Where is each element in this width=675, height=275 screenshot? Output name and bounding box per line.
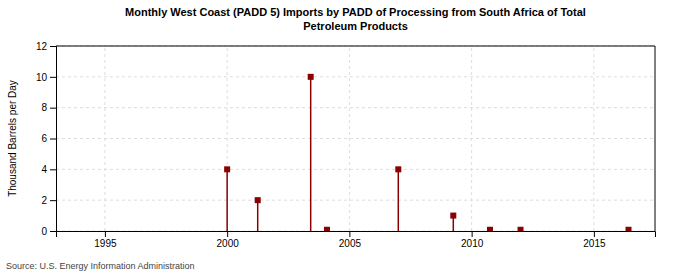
source-note: Source: U.S. Energy Information Administ…: [6, 261, 195, 271]
grid-line-y: [56, 200, 655, 201]
chart-svg: 1995 2000 2005 2010 2015 0 2 4 6 8 10 12 Monthly Wes…: [0, 0, 675, 275]
x-axis-line: [57, 232, 656, 238]
grid-line-y: [56, 76, 655, 77]
marker: [308, 74, 314, 80]
y-axis-tick: 8: [41, 102, 56, 113]
grid-line-x: [349, 46, 350, 231]
y-axis: 0 2 4 6 8 10 12: [36, 41, 57, 237]
x-axis-tick-label: 2005: [339, 238, 362, 249]
x-axis-tick-mark: [472, 231, 473, 237]
y-axis-tick: 0: [41, 226, 56, 237]
stem: [226, 169, 228, 231]
plot-frame: [56, 46, 655, 231]
title: Monthly West Coast (PADD 5) Imports by P…: [125, 6, 586, 32]
y-axis-tick-mark: [50, 77, 56, 78]
y-axis-tick-mark: [50, 139, 56, 140]
title-line: Monthly West Coast (PADD 5) Imports by P…: [125, 6, 586, 18]
x-axis-tick: 2010: [461, 231, 484, 249]
stem: [310, 77, 312, 231]
y-axis-tick-label: 12: [36, 41, 48, 52]
x-axis: 1995 2000 2005 2010 2015: [57, 231, 656, 249]
marker: [487, 227, 493, 231]
marker: [224, 166, 230, 172]
y-axis-title: Thousand Barrels per Day: [7, 80, 18, 197]
stem: [398, 169, 400, 231]
marker: [255, 197, 261, 203]
grid-line-y: [56, 46, 655, 47]
x-axis-tick-label: 2010: [461, 238, 484, 249]
frame-right: [655, 46, 656, 231]
y-axis-tick: 2: [41, 195, 56, 206]
x-axis-tick: 2005: [339, 231, 362, 249]
chart-container: 1995 2000 2005 2010 2015 0 2 4 6 8 10 12 Monthly Wes…: [0, 0, 675, 275]
grid-line-y: [56, 107, 655, 108]
x-axis-tick: 1995: [94, 231, 117, 249]
grid-line-x: [593, 46, 594, 231]
y-axis-tick-mark: [50, 200, 56, 201]
y-axis-tick-label: 0: [41, 226, 47, 237]
stem: [257, 200, 259, 231]
marker: [395, 166, 401, 172]
y-axis-line: [50, 47, 57, 232]
marker: [450, 213, 456, 219]
y-axis-tick: 6: [41, 133, 56, 144]
x-axis-tick-label: 1995: [94, 238, 117, 249]
grid-line-y: [56, 169, 655, 170]
marker: [626, 227, 632, 231]
y-axis-tick-label: 6: [41, 133, 47, 144]
x-axis-tick-mark: [594, 231, 595, 237]
y-axis-tick-mark: [50, 169, 56, 170]
y-axis-tick-label: 10: [36, 72, 48, 83]
y-axis-tick: 4: [41, 164, 56, 175]
x-axis-tick-mark: [227, 231, 228, 237]
marker: [518, 227, 524, 231]
x-axis-tick-mark: [349, 231, 350, 237]
grid-line-y: [56, 138, 655, 139]
y-axis-tick-label: 8: [41, 102, 47, 113]
y-axis-tick-mark: [50, 46, 56, 47]
y-axis-tick-label: 4: [41, 164, 47, 175]
y-axis-tick: 10: [36, 72, 56, 83]
plot-area: [224, 74, 631, 231]
x-axis-tick: 2000: [217, 231, 240, 249]
y-axis-tick-mark: [50, 108, 56, 109]
title-line: Petroleum Products: [303, 20, 408, 32]
marker: [324, 227, 330, 231]
x-axis-tick-label: 2015: [583, 238, 606, 249]
frame-top: [56, 46, 655, 47]
y-axis-tick-mark: [50, 231, 56, 232]
x-axis-tick-label: 2000: [217, 238, 240, 249]
grid: [56, 46, 655, 231]
y-axis-tick-label: 2: [41, 195, 47, 206]
x-axis-tick: 2015: [583, 231, 606, 249]
x-axis-tick-mark: [105, 231, 106, 237]
y-axis-tick: 12: [36, 41, 56, 52]
